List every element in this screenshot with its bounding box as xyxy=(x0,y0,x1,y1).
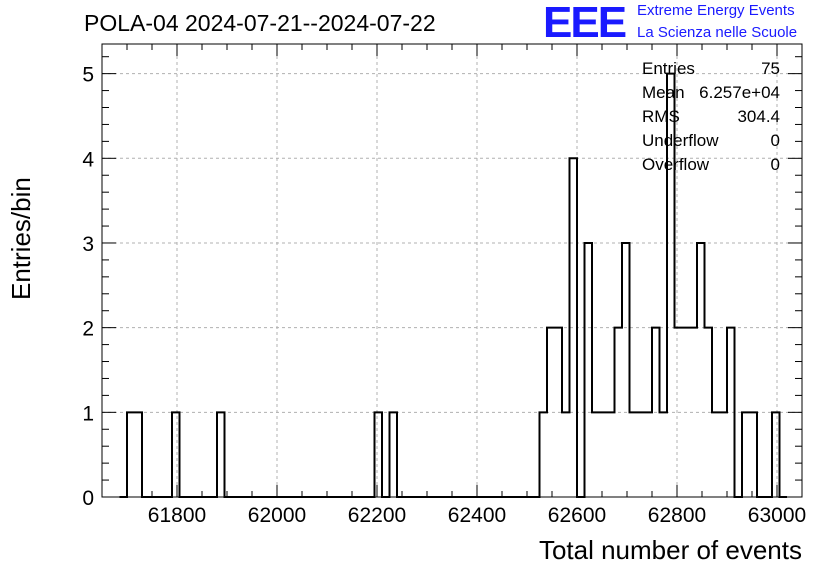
histogram-bin xyxy=(630,412,638,497)
histogram-bin xyxy=(172,412,180,497)
x-tick-label: 61800 xyxy=(148,504,206,527)
histogram-bin xyxy=(492,412,500,497)
stats-value: 0 xyxy=(770,131,780,150)
stats-row-mean: Mean 6.257e+04 xyxy=(642,83,780,107)
histogram-bin xyxy=(712,412,720,497)
histogram-bin xyxy=(425,412,433,497)
histogram-bin xyxy=(127,412,135,497)
stats-row-overflow: Overflow 0 xyxy=(642,155,780,179)
histogram-bin xyxy=(135,412,143,497)
x-tick-label: 62400 xyxy=(448,504,506,527)
histogram-bin xyxy=(455,412,463,497)
stats-key: Mean xyxy=(642,83,685,102)
stats-value: 6.257e+04 xyxy=(699,83,780,102)
histogram-bin xyxy=(592,412,600,497)
histogram-bin xyxy=(417,412,425,497)
histogram-bin xyxy=(742,412,750,497)
x-tick-label: 63000 xyxy=(748,504,806,527)
y-axis-label: Entries/bin xyxy=(6,177,36,300)
histogram-bin xyxy=(305,412,313,497)
x-tick-label: 62600 xyxy=(548,504,606,527)
stats-key: RMS xyxy=(642,107,680,126)
histogram-bin xyxy=(607,412,615,497)
y-tick-label: 5 xyxy=(82,64,94,87)
histogram-bin xyxy=(772,412,780,497)
stats-key: Overflow xyxy=(642,155,710,174)
histogram-bin xyxy=(432,412,440,497)
logo-line-1: Extreme Energy Events xyxy=(637,2,795,19)
histogram-bin xyxy=(585,243,593,497)
histogram-bin xyxy=(217,412,225,497)
y-tick-label: 1 xyxy=(82,402,94,425)
histogram-bin xyxy=(622,243,630,497)
stats-value: 0 xyxy=(770,155,780,174)
stats-value: 75 xyxy=(761,59,780,78)
histogram-bin xyxy=(390,412,398,497)
histogram-bin xyxy=(720,412,728,497)
histogram-bin xyxy=(282,412,290,497)
eee-logo-mark: EEE xyxy=(543,0,627,47)
histogram-bin xyxy=(660,412,668,497)
stats-key: Entries xyxy=(642,59,695,78)
histogram-bin xyxy=(540,412,548,497)
x-tick-label: 62800 xyxy=(648,504,706,527)
chart-title: POLA-04 2024-07-21--2024-07-22 xyxy=(84,10,436,36)
stats-key: Underflow xyxy=(642,131,719,150)
histogram-bin xyxy=(645,412,653,497)
logo-line-2: La Scienza nelle Scuole xyxy=(637,24,798,41)
histogram-bin xyxy=(637,412,645,497)
stats-box: Entries 75 Mean 6.257e+04 RMS 304.4 Underfl… xyxy=(642,59,780,179)
stats-row-underflow: Underflow 0 xyxy=(642,131,780,155)
histogram-bin xyxy=(750,412,758,497)
histogram-bin xyxy=(375,412,383,497)
x-axis-label: Total number of events xyxy=(538,535,802,565)
y-tick-label: 0 xyxy=(82,487,94,510)
stats-value: 304.4 xyxy=(737,107,780,126)
y-tick-label: 2 xyxy=(82,318,94,341)
stats-row-rms: RMS 304.4 xyxy=(642,107,780,131)
histogram-bin xyxy=(462,412,470,497)
histogram-bin xyxy=(402,412,410,497)
histogram-bin xyxy=(562,412,570,497)
histogram-bin xyxy=(697,243,705,497)
histogram-bin xyxy=(600,412,608,497)
y-tick-label: 3 xyxy=(82,233,94,256)
stats-row-entries: Entries 75 xyxy=(642,59,780,83)
x-tick-label: 62000 xyxy=(248,504,306,527)
x-tick-label: 62200 xyxy=(348,504,406,527)
histogram-outline xyxy=(119,72,787,498)
histogram-bin xyxy=(470,412,478,497)
histogram-bin xyxy=(297,412,305,497)
y-tick-label: 4 xyxy=(82,148,94,171)
